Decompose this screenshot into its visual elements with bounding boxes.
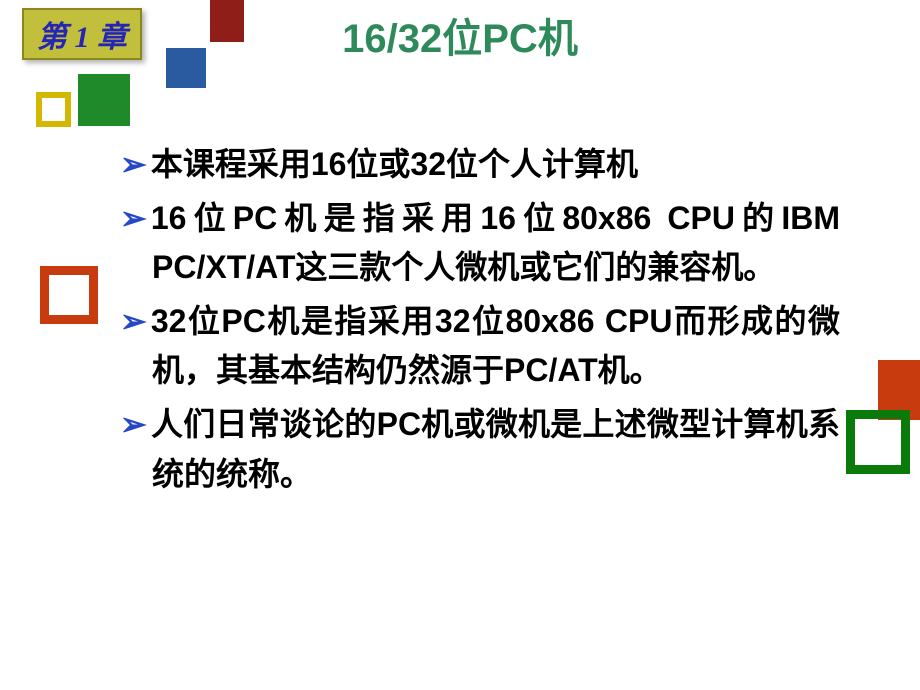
deco-block-4 bbox=[40, 266, 98, 324]
bullet-arrow-icon: ➢ bbox=[120, 146, 147, 182]
bullet-text: 本课程采用16位或32位个人计算机 bbox=[151, 146, 638, 182]
bullet-text: 人们日常谈论的PC机或微机是上述微型计算机系统的统称。 bbox=[151, 406, 840, 492]
deco-block-6 bbox=[846, 410, 910, 474]
slide-title: 16/32位PC机 bbox=[0, 6, 920, 64]
slide-body: ➢本课程采用16位或32位个人计算机➢16位PC机是指采用16位80x86 CP… bbox=[120, 140, 840, 503]
bullet-arrow-icon: ➢ bbox=[120, 200, 147, 236]
bullet-item-1: ➢16位PC机是指采用16位80x86 CPU的IBM PC/XT/AT这三款个… bbox=[120, 194, 840, 293]
slide-title-text: 16/32位PC机 bbox=[342, 17, 578, 61]
bullet-item-0: ➢本课程采用16位或32位个人计算机 bbox=[120, 140, 840, 190]
slide: 第 1 章 16/32位PC机 ➢本课程采用16位或32位个人计算机➢16位PC… bbox=[0, 0, 920, 690]
bullet-text: 16位PC机是指采用16位80x86 CPU的IBM PC/XT/AT这三款个人… bbox=[151, 200, 840, 286]
deco-block-2 bbox=[78, 74, 130, 126]
bullet-arrow-icon: ➢ bbox=[120, 303, 147, 339]
bullet-item-2: ➢32位PC机是指采用32位80x86 CPU而形成的微机，其基本结构仍然源于P… bbox=[120, 297, 840, 396]
bullet-item-3: ➢人们日常谈论的PC机或微机是上述微型计算机系统的统称。 bbox=[120, 400, 840, 499]
bullet-arrow-icon: ➢ bbox=[120, 406, 147, 442]
deco-block-3 bbox=[36, 92, 71, 127]
bullet-text: 32位PC机是指采用32位80x86 CPU而形成的微机，其基本结构仍然源于PC… bbox=[151, 303, 840, 389]
